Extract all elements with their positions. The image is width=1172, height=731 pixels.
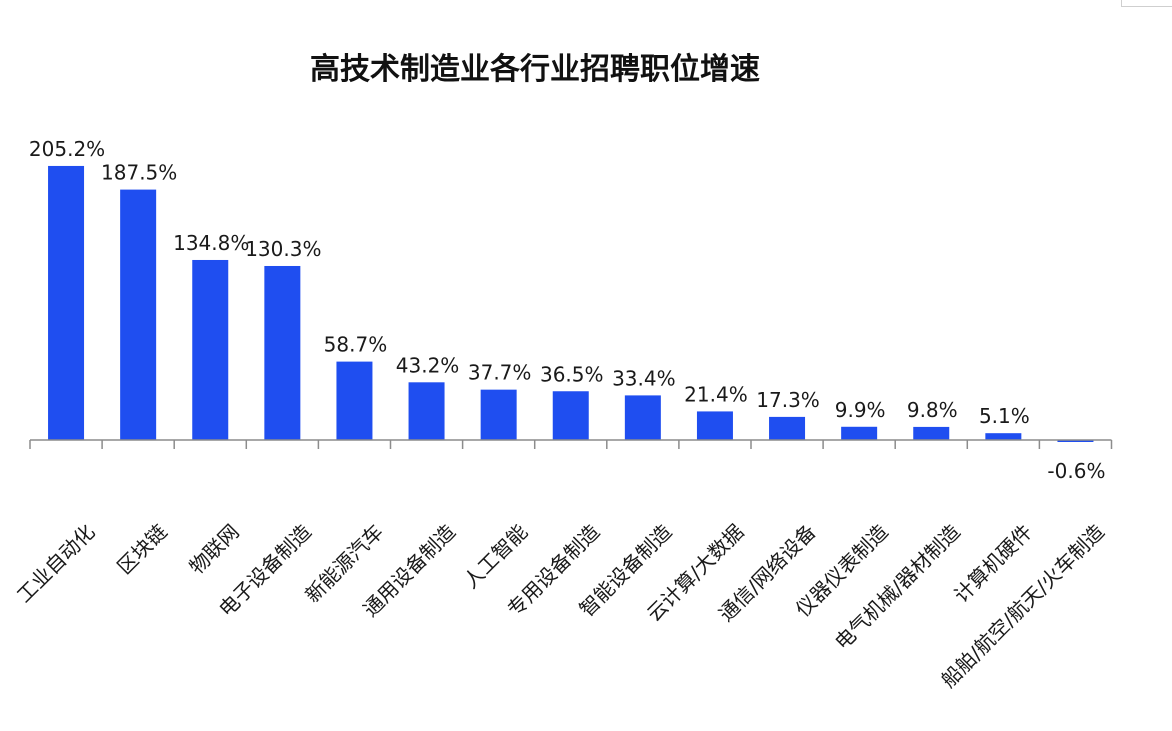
category-label-1: 工业自动化: [12, 520, 100, 608]
x-axis: [29, 439, 1113, 449]
data-label-13: 9.8%: [907, 398, 958, 422]
category-label-13: 电气机械/器材制造: [830, 520, 965, 655]
bar-12: [841, 426, 878, 440]
category-label-3: 物联网: [184, 520, 243, 579]
category-label-2: 区块链: [112, 520, 171, 579]
bar-14: [985, 433, 1022, 440]
data-label-6: 43.2%: [396, 353, 460, 377]
data-label-7: 37.7%: [468, 361, 532, 385]
bar-7: [480, 389, 517, 440]
bar-13: [913, 426, 950, 440]
bar-2: [120, 189, 157, 440]
bar-10: [696, 411, 733, 440]
data-label-1: 205.2%: [29, 137, 105, 161]
bar-15: [1057, 440, 1094, 442]
data-label-2: 187.5%: [101, 161, 177, 185]
category-labels-group: 工业自动化 区块链 物联网电子设备制造新能源汽车通用设备制造人工智能专用设备制造智能…: [12, 520, 1109, 693]
data-label-15: -0.6%: [1047, 459, 1105, 483]
bar-4: [264, 265, 301, 440]
data-label-8: 36.5%: [540, 362, 604, 386]
bar-8: [552, 391, 589, 440]
bars-group: [48, 165, 1094, 442]
data-label-14: 5.1%: [979, 404, 1030, 428]
data-label-3: 134.8%: [173, 231, 249, 255]
bar-9: [624, 395, 661, 440]
bar-3: [192, 259, 229, 440]
chart-title: 高技术制造业各行业招聘职位增速: [310, 52, 760, 87]
data-label-4: 130.3%: [245, 237, 321, 261]
bar-5: [336, 361, 373, 440]
data-label-12: 9.9%: [835, 398, 886, 422]
data-label-9: 33.4%: [612, 366, 676, 390]
data-label-10: 21.4%: [684, 382, 748, 406]
bar-6: [408, 382, 445, 440]
data-label-11: 17.3%: [756, 388, 820, 412]
data-label-5: 58.7%: [324, 333, 388, 357]
bar-11: [769, 416, 806, 440]
bar-1: [48, 165, 85, 441]
data-labels-group: 205.2%187.5% 134.8%130.3% 58.7% 43.2% 37.7% 3…: [29, 137, 1106, 483]
window-corner-edge: [1121, 0, 1172, 7]
category-label-7: 人工智能: [459, 520, 533, 594]
